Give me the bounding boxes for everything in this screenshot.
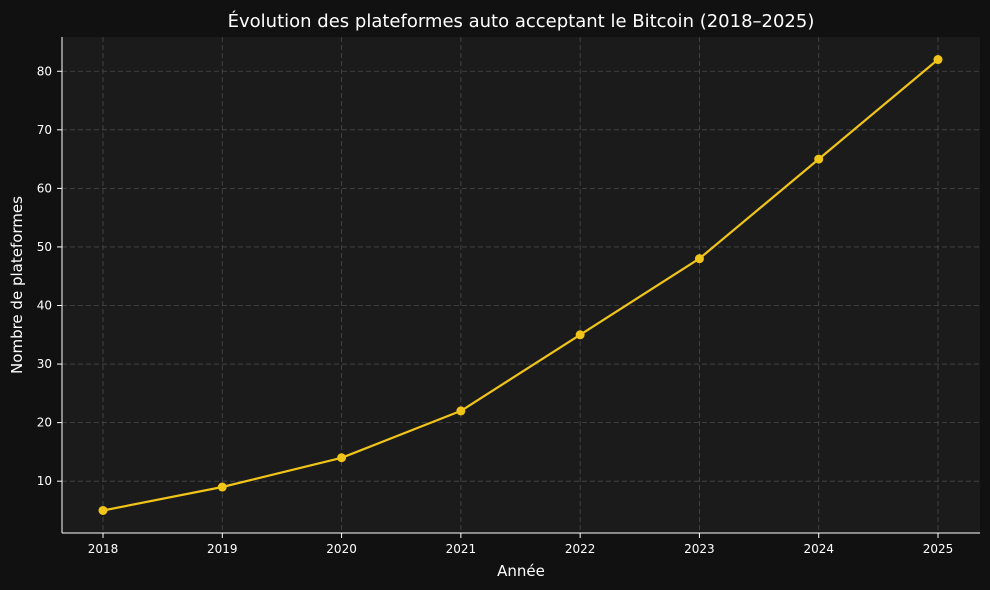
axes <box>61 37 980 534</box>
x-tick-label: 2024 <box>803 542 834 556</box>
x-tick-label: 2020 <box>326 542 357 556</box>
y-tick-label: 40 <box>37 298 52 312</box>
x-tick-label: 2023 <box>684 542 715 556</box>
x-tick-label: 2025 <box>923 542 954 556</box>
y-tick-label: 30 <box>37 357 52 371</box>
data-point <box>98 505 108 515</box>
grid <box>62 37 980 533</box>
y-ticks: 10 20 30 40 50 60 70 80 <box>37 64 62 488</box>
data-point <box>337 453 347 463</box>
x-tick-label: 2018 <box>88 542 119 556</box>
data-point <box>575 330 585 340</box>
data-point <box>456 406 466 416</box>
data-point <box>814 154 824 164</box>
x-tick-label: 2022 <box>565 542 596 556</box>
y-tick-label: 10 <box>37 474 52 488</box>
plot-area <box>62 37 980 533</box>
y-tick-label: 20 <box>37 416 52 430</box>
y-axis-label: Nombre de plateformes <box>8 196 26 374</box>
y-tick-label: 60 <box>37 181 52 195</box>
x-axis-label: Année <box>497 562 545 580</box>
data-point <box>933 55 943 65</box>
data-point <box>217 482 227 492</box>
series-line <box>101 58 940 512</box>
y-tick-label: 70 <box>37 123 52 137</box>
y-tick-label: 80 <box>37 64 52 78</box>
data-point <box>694 254 704 264</box>
chart-title: Évolution des plateformes auto acceptant… <box>228 10 815 32</box>
y-tick-label: 50 <box>37 240 52 254</box>
x-tick-label: 2019 <box>207 542 238 556</box>
x-ticks: 2018 2019 2020 2021 2022 2023 2024 2025 <box>88 533 954 556</box>
series-group <box>98 55 943 515</box>
x-tick-label: 2021 <box>446 542 477 556</box>
